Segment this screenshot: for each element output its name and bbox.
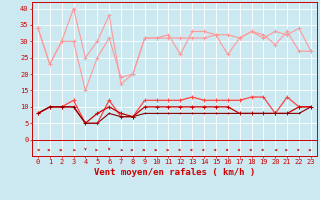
- X-axis label: Vent moyen/en rafales ( km/h ): Vent moyen/en rafales ( km/h ): [94, 168, 255, 177]
